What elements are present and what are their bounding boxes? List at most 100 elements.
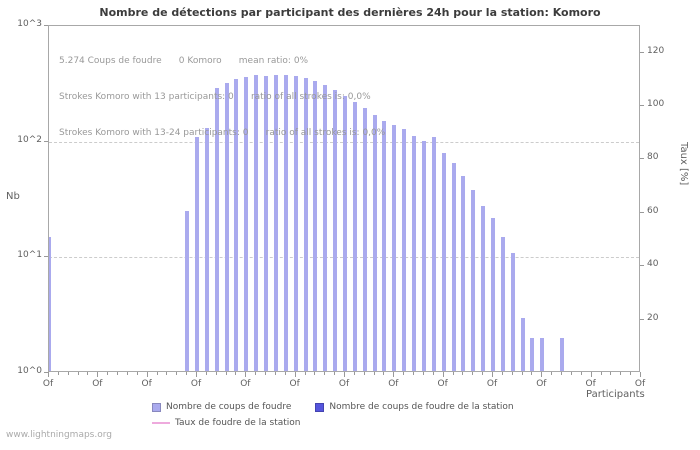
x-tick-label: Of <box>486 379 498 389</box>
stroke-count-bar <box>204 128 209 371</box>
stroke-count-bar <box>481 205 486 371</box>
stroke-count-bar <box>254 75 259 371</box>
stroke-count-bar <box>412 135 417 371</box>
stroke-count-bar <box>421 140 426 371</box>
stats-annotation: 5.274 Coups de foudre 0 Komoro mean rati… <box>59 31 385 163</box>
stroke-count-bar <box>323 84 328 371</box>
x-major-tick <box>294 372 296 377</box>
stroke-count-bar <box>185 211 190 371</box>
x-major-tick <box>146 372 148 377</box>
x-minor-tick <box>235 372 237 375</box>
x-tick-label: Of <box>388 379 399 389</box>
stroke-count-bar <box>402 129 407 371</box>
x-minor-tick <box>304 372 306 375</box>
y-right-tick-label: 60 <box>647 205 659 216</box>
x-tick-label: Of <box>338 379 350 389</box>
y-right-tick-label: 20 <box>647 312 659 323</box>
x-tick-label: Of <box>141 379 152 389</box>
x-minor-tick <box>501 372 503 375</box>
x-minor-tick <box>255 372 257 375</box>
legend-row: Nombre de coups de foudre Nombre de coup… <box>152 399 514 415</box>
stroke-count-bar <box>372 115 377 371</box>
x-minor-tick <box>551 372 553 375</box>
x-minor-tick <box>166 372 168 375</box>
x-minor-tick <box>373 372 375 375</box>
y-right-tick-label: 80 <box>647 152 659 163</box>
annotation-line-13-24-participants: Strokes Komoro with 13-24 participants: … <box>59 128 386 138</box>
stroke-count-bar <box>471 190 476 371</box>
x-minor-tick <box>87 372 89 375</box>
x-minor-tick <box>284 372 286 375</box>
stroke-count-bar <box>520 317 525 371</box>
annotation-line-13-participants: Strokes Komoro with 13 participants: 0 r… <box>59 92 371 102</box>
x-minor-tick <box>353 372 355 375</box>
legend-row: Taux de foudre de la station <box>152 415 514 431</box>
y-right-tick <box>640 211 644 213</box>
x-minor-tick <box>570 372 572 375</box>
x-tick-label: Of <box>536 379 547 389</box>
x-minor-tick <box>215 372 217 375</box>
x-minor-tick <box>363 372 365 375</box>
x-minor-tick <box>314 372 316 375</box>
chart-title: Nombre de détections par participant des… <box>99 6 601 19</box>
x-minor-tick <box>383 372 385 375</box>
x-major-tick <box>245 372 247 377</box>
stroke-count-bar <box>491 217 495 371</box>
x-minor-tick <box>107 372 109 375</box>
x-tick-label: Of <box>585 379 596 389</box>
x-minor-tick <box>136 372 138 375</box>
y-right-tick-label: 40 <box>647 259 659 270</box>
stroke-count-bar <box>461 176 466 371</box>
x-major-tick <box>97 372 99 377</box>
stroke-count-bar <box>333 89 338 371</box>
x-minor-tick <box>472 372 474 375</box>
x-minor-tick <box>156 372 158 375</box>
x-minor-tick <box>561 372 563 375</box>
stroke-count-bar <box>500 236 505 371</box>
x-major-tick <box>640 372 641 377</box>
stroke-count-bar <box>195 136 199 371</box>
x-minor-tick <box>610 372 612 375</box>
x-minor-tick <box>620 372 622 375</box>
stroke-count-bar <box>283 74 288 371</box>
watermark-link[interactable]: www.lightningmaps.org <box>6 430 112 440</box>
x-major-tick <box>344 372 345 377</box>
x-minor-tick <box>57 372 59 375</box>
y-right-tick-label: 100 <box>647 99 665 110</box>
stroke-count-bar <box>49 236 51 371</box>
x-minor-tick <box>580 372 582 375</box>
x-minor-tick <box>274 372 276 375</box>
x-minor-tick <box>403 372 405 375</box>
legend-item-strokes: Nombre de coups de foudre <box>152 402 291 412</box>
stroke-count-bar <box>214 88 219 371</box>
stroke-count-bar <box>264 75 269 371</box>
y-left-tick-label: 10^3 <box>17 19 42 29</box>
x-major-tick <box>393 372 395 377</box>
stroke-count-bar <box>313 80 318 371</box>
y-right-tick <box>640 318 644 320</box>
y-left-tick-label: 10^1 <box>17 250 42 261</box>
y-left-tick-label: 10^0 <box>17 366 42 376</box>
x-minor-tick <box>67 372 69 375</box>
legend-item-station-strokes: Nombre de coups de foudre de la station <box>315 402 514 412</box>
legend-label-station-strokes: Nombre de coups de foudre de la station <box>329 402 514 412</box>
stroke-count-bar <box>451 163 456 371</box>
stroke-count-bar <box>224 83 229 371</box>
y-left-tick <box>44 140 48 142</box>
x-major-tick <box>442 372 444 377</box>
x-major-tick <box>48 372 49 377</box>
y-left-tick <box>44 25 48 26</box>
y-right-tick <box>640 51 644 53</box>
x-minor-tick <box>126 372 128 375</box>
x-minor-tick <box>176 372 178 375</box>
y-left-tick-label: 10^2 <box>17 134 42 145</box>
stroke-count-bar <box>244 76 249 371</box>
stroke-count-bar <box>362 108 367 371</box>
plot-area: 5.274 Coups de foudre 0 Komoro mean rati… <box>48 25 640 372</box>
x-minor-tick <box>225 372 227 375</box>
x-minor-tick <box>600 372 602 375</box>
stroke-count-bar <box>441 152 446 371</box>
x-minor-tick <box>413 372 415 375</box>
legend-swatch-rate-line-icon <box>152 422 170 424</box>
